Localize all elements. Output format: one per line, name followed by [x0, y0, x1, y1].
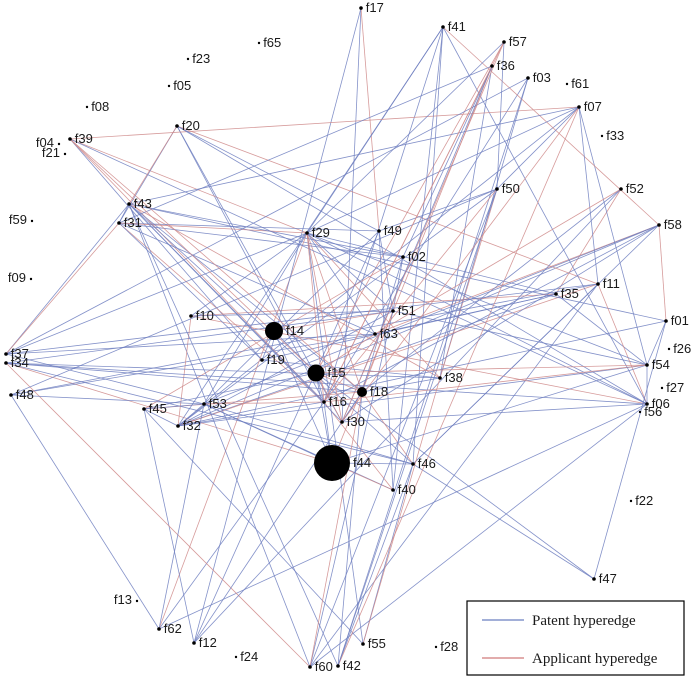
svg-text:f09: f09 — [8, 270, 26, 285]
svg-text:f44: f44 — [353, 455, 371, 470]
svg-text:f36: f36 — [497, 58, 515, 73]
svg-text:f24: f24 — [240, 649, 258, 664]
svg-text:f58: f58 — [664, 217, 682, 232]
svg-text:f27: f27 — [666, 380, 684, 395]
svg-text:f26: f26 — [673, 341, 691, 356]
svg-text:f33: f33 — [606, 128, 624, 143]
svg-text:f63: f63 — [380, 326, 398, 341]
svg-text:f55: f55 — [368, 636, 386, 651]
svg-text:Patent hyperedge: Patent hyperedge — [532, 613, 636, 629]
svg-text:f19: f19 — [267, 352, 285, 367]
svg-text:f42: f42 — [343, 658, 361, 673]
svg-text:f23: f23 — [192, 51, 210, 66]
svg-text:f21: f21 — [42, 145, 60, 160]
svg-text:f59: f59 — [9, 212, 27, 227]
svg-text:f29: f29 — [312, 225, 330, 240]
svg-text:f65: f65 — [263, 35, 281, 50]
svg-text:f57: f57 — [509, 34, 527, 49]
svg-text:f43: f43 — [134, 196, 152, 211]
svg-text:f30: f30 — [347, 414, 365, 429]
svg-text:f45: f45 — [149, 401, 167, 416]
svg-text:f07: f07 — [584, 99, 602, 114]
svg-text:f40: f40 — [398, 482, 416, 497]
svg-text:f02: f02 — [408, 249, 426, 264]
svg-text:f32: f32 — [183, 418, 201, 433]
svg-text:f61: f61 — [571, 76, 589, 91]
svg-text:f28: f28 — [440, 639, 458, 654]
svg-text:f10: f10 — [196, 308, 214, 323]
svg-text:f13: f13 — [114, 592, 132, 607]
svg-text:f49: f49 — [384, 223, 402, 238]
svg-text:f18: f18 — [370, 384, 388, 399]
svg-text:f50: f50 — [502, 181, 520, 196]
svg-text:f48: f48 — [16, 387, 34, 402]
svg-text:f41: f41 — [448, 19, 466, 34]
svg-text:f52: f52 — [626, 181, 644, 196]
svg-text:f60: f60 — [315, 659, 333, 674]
svg-text:Applicant hyperedge: Applicant hyperedge — [532, 651, 658, 667]
svg-text:f35: f35 — [561, 286, 579, 301]
svg-text:f16: f16 — [329, 394, 347, 409]
svg-text:f34: f34 — [11, 355, 29, 370]
svg-text:f08: f08 — [91, 99, 109, 114]
svg-text:f20: f20 — [182, 118, 200, 133]
svg-text:f62: f62 — [164, 621, 182, 636]
svg-text:f31: f31 — [124, 215, 142, 230]
svg-text:f01: f01 — [671, 313, 689, 328]
svg-text:f05: f05 — [173, 78, 191, 93]
svg-text:f39: f39 — [75, 131, 93, 146]
svg-text:f53: f53 — [209, 396, 227, 411]
svg-text:f15: f15 — [328, 365, 346, 380]
svg-text:f22: f22 — [635, 493, 653, 508]
svg-text:f12: f12 — [199, 635, 217, 650]
svg-text:f11: f11 — [603, 276, 620, 291]
svg-text:f51: f51 — [398, 303, 416, 318]
svg-text:f56: f56 — [644, 404, 662, 419]
svg-text:f38: f38 — [445, 370, 463, 385]
svg-text:f14: f14 — [286, 323, 304, 338]
svg-text:f17: f17 — [366, 0, 384, 15]
svg-text:f54: f54 — [652, 357, 670, 372]
svg-text:f47: f47 — [599, 571, 617, 586]
svg-text:f46: f46 — [418, 456, 436, 471]
svg-text:f03: f03 — [533, 70, 551, 85]
